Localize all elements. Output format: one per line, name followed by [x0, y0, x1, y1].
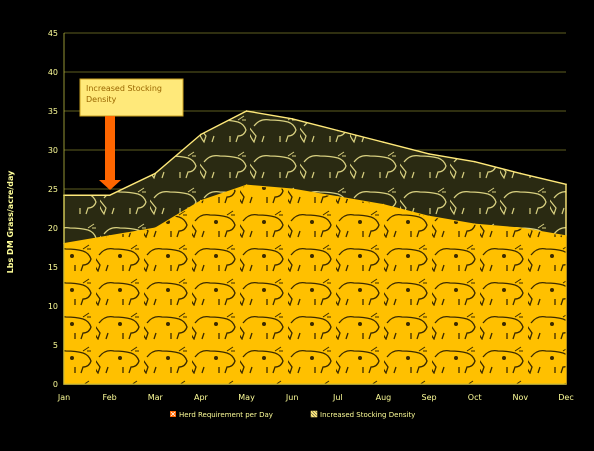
point-herd-requirement: [565, 235, 567, 237]
point-stocking-density: [337, 129, 339, 132]
legend: Herd Requirement per Day Increased Stock…: [170, 410, 415, 419]
y-tick-label: 45: [48, 29, 58, 38]
point-herd-requirement: [154, 227, 157, 229]
point-herd-requirement: [473, 223, 476, 225]
point-stocking-density: [519, 172, 522, 175]
callout-text: Increased Stocking Density: [86, 84, 165, 104]
point-herd-requirement: [382, 203, 385, 206]
point-herd-requirement: [428, 215, 430, 218]
x-tick-label: Jan: [57, 393, 70, 402]
legend-label-herd: Herd Requirement per Day: [179, 411, 273, 419]
y-tick-label: 40: [48, 68, 58, 77]
plot-areas: [63, 110, 567, 385]
point-stocking-density: [565, 183, 567, 186]
y-tick-label: 0: [53, 380, 58, 389]
point-stocking-density: [200, 133, 202, 136]
point-stocking-density: [108, 194, 111, 197]
x-tick-label: Apr: [194, 393, 209, 402]
legend-swatch-stocking: [310, 410, 318, 418]
x-tick-label: Jul: [332, 393, 343, 402]
point-herd-requirement: [291, 188, 293, 190]
point-herd-requirement: [337, 196, 339, 198]
y-axis-label: Lbs DM Grass/acre/day: [6, 170, 15, 273]
axes: 0 5 10 15 20 25 30 35 40 45 Jan Feb Mar Apr May Jun Jul A…: [48, 29, 574, 402]
point-stocking-density: [382, 141, 385, 143]
point-stocking-density: [245, 110, 248, 112]
point-herd-requirement: [519, 227, 522, 229]
y-tick-label: 10: [48, 302, 58, 311]
x-tick-label: Mar: [148, 393, 164, 402]
legend-item-stocking-density: Increased Stocking Density: [310, 410, 415, 419]
point-stocking-density: [291, 118, 293, 120]
x-tick-label: Jun: [285, 393, 299, 402]
point-stocking-density: [473, 160, 476, 163]
x-tick-label: Sep: [422, 393, 437, 402]
y-tick-label: 25: [48, 185, 58, 194]
x-tick-label: Feb: [103, 393, 117, 402]
callout-box: [79, 78, 184, 117]
point-stocking-density: [154, 172, 157, 175]
y-tick-label: 30: [48, 146, 58, 155]
x-tick-label: May: [238, 393, 255, 402]
x-tick-label: Dec: [558, 393, 573, 402]
point-stocking-density: [428, 153, 430, 155]
point-herd-requirement: [200, 199, 202, 202]
callout-arrow: [99, 116, 121, 190]
y-tick-label: 35: [48, 107, 58, 116]
point-herd-requirement: [245, 184, 248, 186]
point-herd-requirement: [108, 235, 111, 237]
legend-label-stocking: Increased Stocking Density: [320, 411, 415, 419]
y-tick-label: 20: [48, 224, 58, 233]
x-tick-label: Oct: [468, 393, 482, 402]
x-tick-label: Nov: [513, 393, 529, 402]
x-tick-label: Aug: [376, 393, 392, 402]
legend-item-herd-requirement: Herd Requirement per Day: [170, 411, 273, 419]
y-tick-label: 5: [53, 341, 58, 350]
annotation: Increased Stocking Density: [79, 78, 184, 190]
y-tick-label: 15: [48, 263, 58, 272]
